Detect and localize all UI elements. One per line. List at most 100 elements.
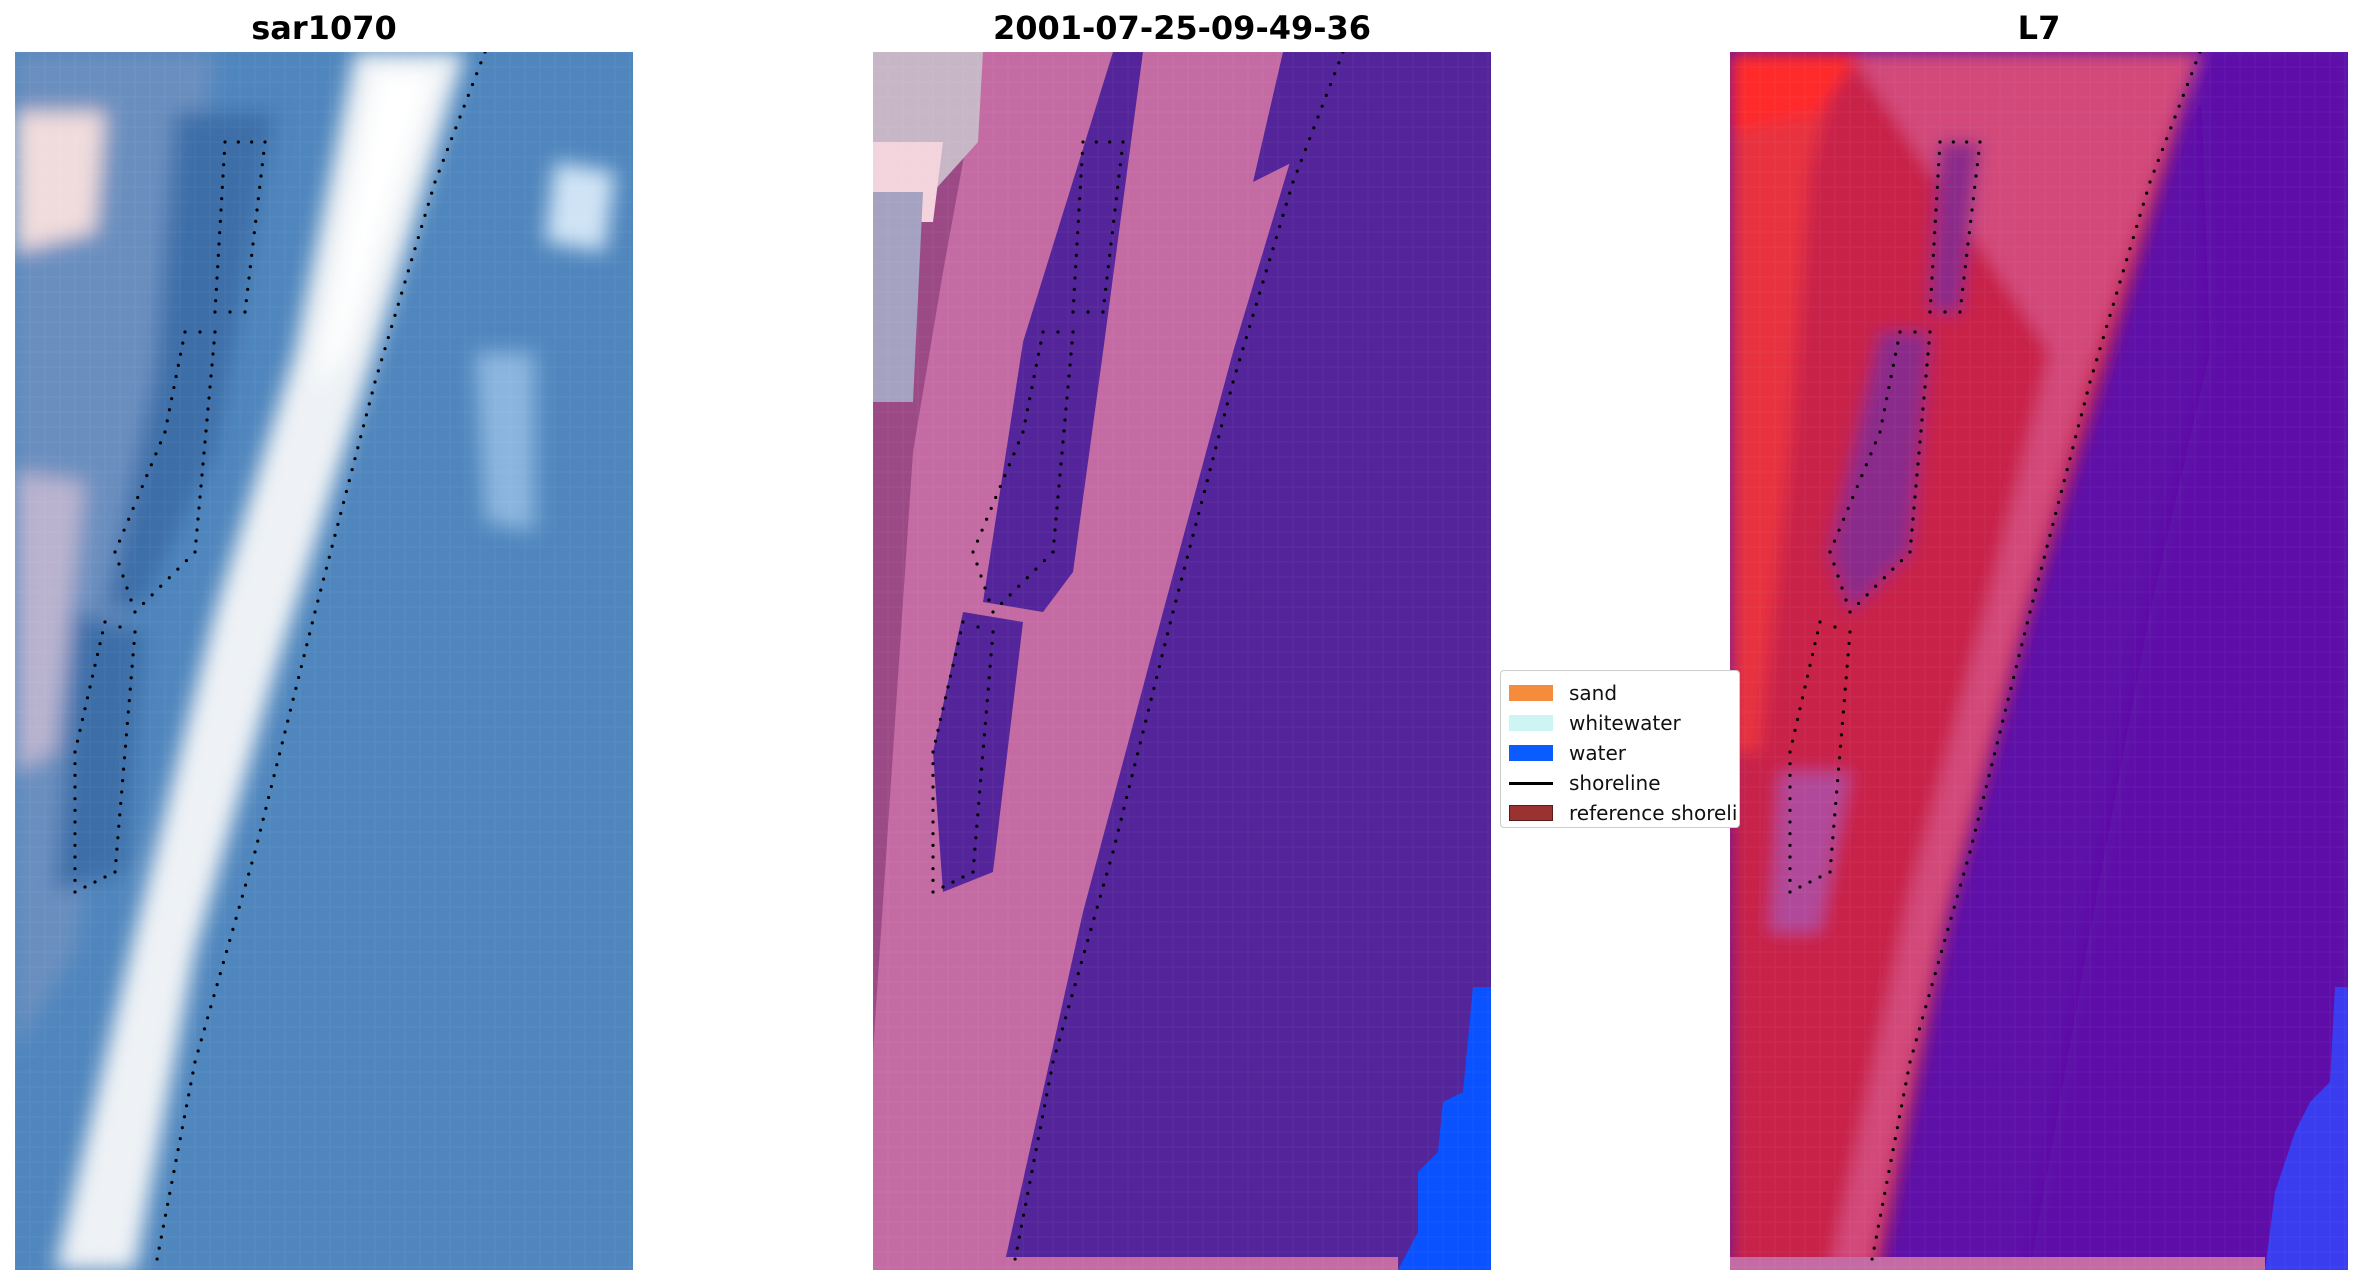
- shoreline-dot: [1281, 213, 1285, 217]
- shoreline-dot: [1106, 265, 1110, 269]
- shoreline-dot: [1990, 763, 1994, 767]
- shoreline-dot: [254, 219, 258, 223]
- panel-title-rgb: sar1070: [251, 9, 397, 47]
- shoreline-dot: [1214, 446, 1218, 450]
- shoreline-dot: [277, 752, 282, 756]
- shoreline-dot: [2095, 358, 2099, 362]
- shoreline-dot: [2003, 708, 2008, 712]
- shoreline-dot: [1080, 163, 1084, 167]
- shoreline-dot: [943, 696, 948, 700]
- shoreline-dot: [251, 242, 255, 246]
- shoreline-dot: [299, 664, 303, 669]
- shoreline-dot: [224, 949, 229, 954]
- shoreline-dot: [347, 478, 351, 483]
- shoreline-dot: [1119, 817, 1123, 821]
- shoreline-dot: [133, 610, 137, 614]
- shoreline-dot: [234, 916, 238, 920]
- shoreline-dot: [1924, 1005, 1928, 1009]
- shoreline-dot: [1798, 885, 1802, 889]
- shoreline-dot: [211, 352, 215, 356]
- shoreline-dot: [131, 653, 135, 657]
- shoreline-dot: [441, 158, 445, 162]
- shoreline-dot: [2145, 191, 2149, 195]
- shoreline-dot: [1864, 463, 1868, 467]
- shoreline-dot: [1101, 883, 1106, 887]
- shoreline-dot: [1908, 1060, 1912, 1064]
- shoreline-dot: [990, 641, 994, 646]
- shoreline-dot: [1965, 253, 1969, 257]
- shoreline-dot: [1086, 938, 1090, 943]
- shoreline-dot: [1135, 752, 1140, 756]
- shoreline-dot: [1959, 299, 1963, 303]
- shoreline-dot: [255, 208, 259, 212]
- shoreline-dot: [400, 291, 404, 295]
- shoreline-dot: [1041, 330, 1045, 334]
- shoreline-dot: [168, 1191, 172, 1195]
- shoreline-dot: [1805, 674, 1810, 678]
- shoreline-dot: [1815, 631, 1820, 635]
- shoreline-dot: [1914, 1038, 1918, 1042]
- shoreline-dot: [961, 875, 965, 879]
- shoreline-dot: [1102, 299, 1106, 303]
- shoreline-dot: [98, 642, 102, 646]
- shoreline-dot: [170, 397, 174, 401]
- shoreline-dot: [1995, 741, 1999, 745]
- shoreline-dot: [1047, 1082, 1051, 1086]
- shoreline-dot: [971, 550, 975, 554]
- shoreline-dot: [1965, 140, 1969, 144]
- shoreline-dot: [470, 82, 475, 87]
- shoreline-overlay: [931, 52, 1345, 1261]
- shoreline-dot: [1943, 310, 1947, 314]
- legend-label: reference shoreline: [1569, 801, 1739, 825]
- shoreline-dot: [1079, 174, 1083, 178]
- shoreline-dot: [1003, 474, 1007, 478]
- shoreline-dot: [1185, 555, 1189, 559]
- shoreline-dot: [250, 253, 254, 257]
- shoreline-dot: [1067, 1005, 1071, 1009]
- shoreline-dot: [2065, 468, 2069, 472]
- shoreline-dot: [2045, 544, 2049, 548]
- shoreline-dot: [1017, 584, 1021, 588]
- shoreline-dot: [1969, 219, 1973, 223]
- shoreline-dot: [1060, 1027, 1065, 1031]
- shoreline-dot: [259, 174, 263, 178]
- shoreline-dot: [1028, 397, 1032, 401]
- shoreline-dot: [1961, 287, 1965, 291]
- shoreline-dot: [1925, 363, 1929, 367]
- shoreline-dot: [2014, 664, 2018, 669]
- shoreline-dot: [258, 828, 263, 832]
- shoreline-dot: [2001, 719, 2005, 723]
- shoreline-dot: [1882, 408, 1887, 412]
- shoreline-dot: [1063, 418, 1067, 422]
- shoreline-dot: [987, 598, 991, 602]
- shoreline-dot: [1872, 1246, 1876, 1250]
- shoreline-dot: [1975, 163, 1979, 167]
- shoreline-dot: [302, 654, 306, 658]
- shoreline-dot: [165, 419, 169, 423]
- shoreline-dot: [313, 610, 317, 614]
- shoreline-dot: [1303, 147, 1308, 152]
- shoreline-dot: [1056, 495, 1060, 499]
- legend-label: shoreline: [1569, 771, 1661, 795]
- shoreline-dot: [1982, 795, 1986, 800]
- shoreline-dot: [1168, 621, 1172, 625]
- shoreline-dot: [1842, 517, 1846, 521]
- shoreline-dot: [167, 576, 171, 580]
- shoreline-dot: [1902, 1093, 1906, 1097]
- shoreline-dot: [1064, 407, 1068, 411]
- shoreline-dot: [1788, 773, 1792, 777]
- shoreline-dot: [172, 385, 176, 390]
- shoreline-dot: [1076, 971, 1080, 976]
- shoreline-dot: [1078, 185, 1082, 189]
- shoreline-dot: [1939, 949, 1944, 954]
- shoreline-dot: [1971, 839, 1975, 843]
- shoreline-dot: [1316, 115, 1320, 119]
- shoreline-dot: [1040, 1115, 1045, 1119]
- shoreline-dot: [1016, 441, 1021, 445]
- shoreline-dot: [1039, 341, 1043, 345]
- shoreline-dot: [1141, 730, 1145, 734]
- shoreline-dot: [1883, 1191, 1887, 1195]
- shoreline-dot: [222, 151, 226, 155]
- shoreline-dot: [213, 310, 217, 314]
- shoreline-dot: [479, 61, 483, 65]
